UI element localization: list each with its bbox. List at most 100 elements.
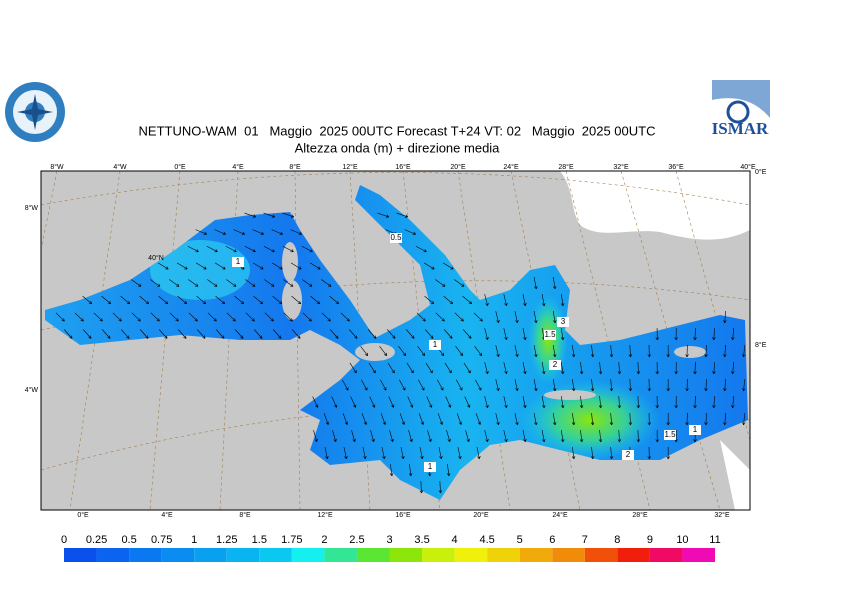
legend-label: 3 [386, 534, 392, 546]
arrow [196, 295, 207, 305]
arrow [731, 395, 735, 409]
lon-label: 4°E [232, 163, 244, 171]
arrow [484, 362, 489, 375]
arrow [617, 395, 622, 409]
arrow [169, 312, 179, 322]
arrow [514, 379, 519, 392]
arrow [571, 413, 576, 426]
arrow [541, 396, 546, 409]
arrow [362, 447, 367, 460]
arrow [628, 412, 633, 426]
arrow [271, 262, 283, 270]
arrow [131, 312, 141, 322]
arrow [343, 447, 348, 460]
arrow [462, 329, 472, 339]
arrow [590, 379, 595, 392]
arrow [177, 295, 188, 305]
arrow [361, 379, 368, 391]
arrow [419, 447, 424, 460]
arrow [443, 329, 453, 339]
arrow [522, 328, 527, 341]
arrow [321, 279, 332, 287]
arrow [321, 312, 331, 322]
arrow [636, 429, 641, 443]
arrow [82, 329, 92, 339]
arrow [416, 312, 426, 322]
arrow [666, 412, 670, 426]
arrow [647, 344, 651, 358]
contour-label: 1.5 [664, 430, 676, 439]
arrow [561, 396, 565, 409]
arrow [541, 430, 546, 443]
legend-swatch [161, 548, 195, 562]
arrow [424, 329, 434, 339]
lon-label: 4°E [161, 511, 173, 519]
arrow [408, 430, 413, 442]
arrow [290, 262, 302, 270]
arrow [112, 312, 122, 322]
legend-label: 9 [647, 534, 653, 546]
arrow [655, 361, 659, 375]
arrow [457, 447, 462, 460]
arrow [742, 379, 746, 392]
arrow [456, 413, 462, 425]
arrow [495, 345, 500, 358]
arrow [283, 312, 293, 322]
legend-label: 0 [61, 534, 67, 546]
arrow [386, 329, 396, 339]
arrow [215, 295, 226, 305]
arrow [290, 229, 302, 235]
arrow [571, 345, 576, 358]
contour-label: 1 [693, 425, 698, 434]
arrow [214, 229, 226, 235]
arrow [674, 395, 678, 409]
arrow [561, 362, 565, 375]
arrow [312, 396, 319, 408]
arrow [571, 447, 576, 460]
arrow [693, 361, 697, 375]
arrow [446, 464, 451, 477]
arrow [731, 327, 735, 341]
arrow [272, 329, 282, 339]
legend-swatch [226, 548, 260, 562]
arrow [579, 362, 584, 375]
arrow [495, 413, 500, 426]
legend-swatch [291, 548, 325, 562]
direction-arrows [55, 212, 746, 494]
arrow [456, 379, 463, 391]
lon-label: 0°E [77, 511, 89, 519]
arrow [533, 379, 538, 392]
lon-label: 0°E [755, 168, 767, 176]
lon-label: 32°E [613, 163, 629, 171]
arrow [647, 412, 651, 426]
lon-label: 20°E [450, 163, 466, 171]
contour-label: 1 [428, 462, 433, 471]
arrow [666, 344, 670, 358]
arrow [666, 378, 670, 392]
arrow [101, 295, 112, 305]
arrow [379, 346, 388, 357]
arrow [323, 413, 329, 425]
arrow [462, 295, 473, 305]
arrow [263, 245, 275, 253]
islands [282, 242, 706, 400]
arrow [541, 362, 546, 375]
legend-swatch [259, 548, 292, 562]
arrow [419, 480, 424, 494]
arrow [693, 327, 697, 341]
arrow [177, 329, 187, 339]
arrow [415, 245, 427, 253]
arrow [369, 396, 376, 408]
arrow [647, 378, 651, 392]
arrow [370, 430, 375, 442]
arrow [169, 279, 180, 287]
arrow [387, 362, 395, 374]
arrow [704, 378, 708, 392]
legend-swatch [129, 548, 162, 562]
legend-swatch [552, 548, 585, 562]
arrow [398, 346, 407, 357]
legend-label: 7 [582, 534, 588, 546]
outside-domain [560, 171, 750, 240]
contour-label-box [544, 330, 556, 340]
arrow [207, 279, 218, 287]
